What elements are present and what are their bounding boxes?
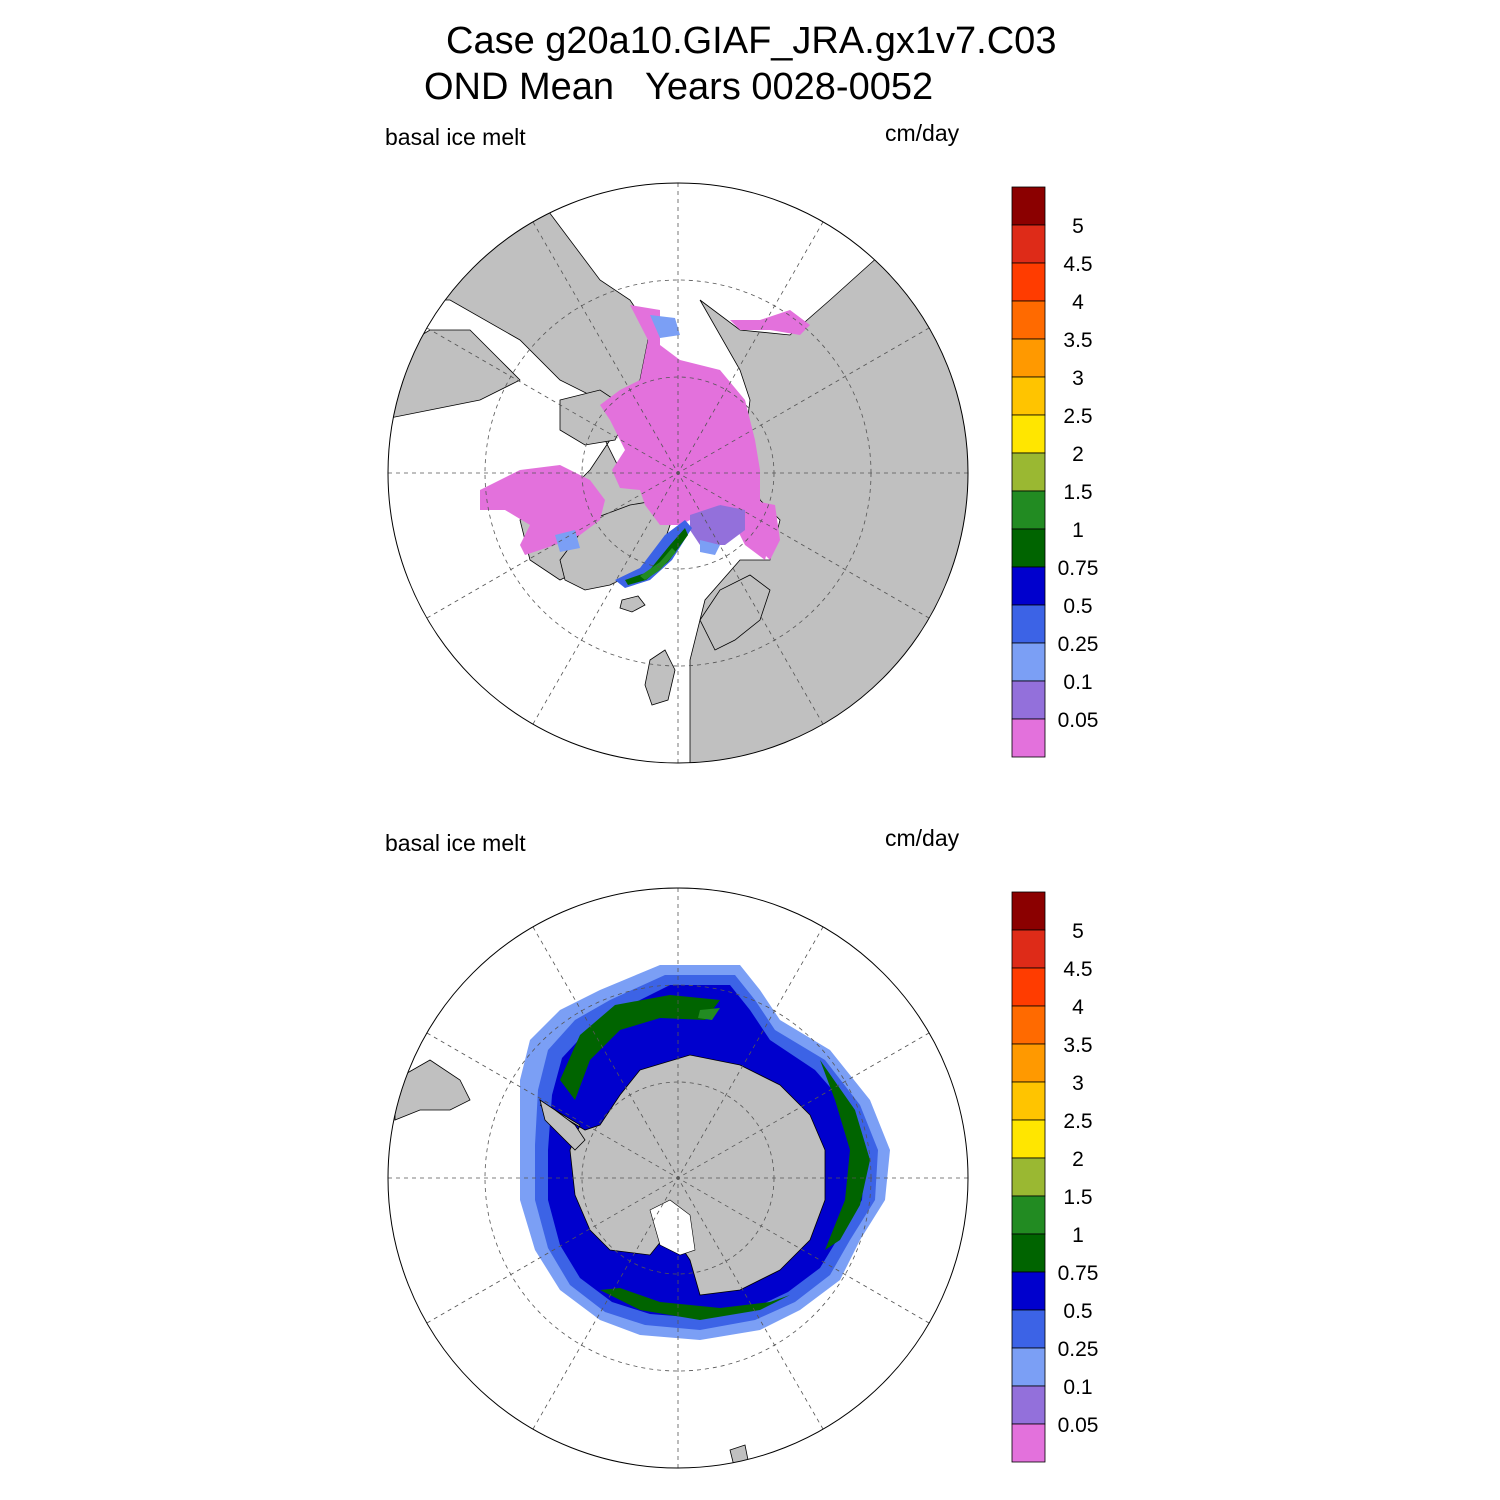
north-polar-map	[387, 182, 969, 764]
south-colorbar-label: 0.05	[1058, 1414, 1099, 1437]
south-colorbar-box	[1011, 1043, 1046, 1083]
north-map-outline	[387, 182, 969, 764]
north-variable-label: basal ice melt	[385, 124, 526, 150]
north-colorbar-box	[1011, 224, 1046, 264]
south-colorbar-label: 4	[1072, 996, 1084, 1019]
south-melt-indian-green	[820, 1060, 870, 1250]
north-colorbar-box	[1011, 376, 1046, 416]
south-land-antarctic-peninsula	[539, 1099, 586, 1151]
south-colorbar-label: 0.75	[1058, 1262, 1099, 1285]
south-colorbar-label: 3	[1072, 1072, 1084, 1095]
north-colorbar: 5 4.5 4 3.5 3 2.5 2 1.5 1 0.75 0.5 0.25 0.1 0.05	[1011, 186, 1099, 758]
south-colorbar-label: 2	[1072, 1148, 1084, 1171]
south-colorbar-box	[1011, 967, 1046, 1007]
south-ross-ice-shelf	[649, 1199, 696, 1256]
south-colorbar-box	[1011, 1119, 1046, 1159]
south-colorbar-label: 0.25	[1058, 1338, 1099, 1361]
north-colorbar-box	[1011, 680, 1046, 720]
north-colorbar-box	[1011, 452, 1046, 492]
title-line-2: OND Mean Years 0028-0052	[424, 66, 934, 108]
north-units-label: cm/day	[885, 120, 960, 146]
north-colorbar-box	[1011, 300, 1046, 340]
south-melt-weddell-green	[600, 1288, 790, 1320]
north-melt-bering	[650, 315, 680, 338]
north-colorbar-box	[1011, 262, 1046, 302]
south-colorbar-box	[1011, 1081, 1046, 1121]
north-melt-east-greenland-green	[625, 528, 688, 585]
south-melt-pacific-green	[560, 995, 720, 1100]
north-melt-okhotsk	[730, 310, 810, 335]
north-colorbar-box	[1011, 718, 1046, 758]
north-colorbar-box	[1011, 566, 1046, 606]
north-colorbar-box	[1011, 186, 1046, 226]
south-colorbar-box	[1011, 1005, 1046, 1045]
north-land-iceland	[619, 595, 646, 613]
north-melt-kara-barents	[750, 500, 780, 560]
north-colorbar-box	[1011, 642, 1046, 682]
south-colorbar-label: 4.5	[1063, 958, 1092, 981]
title-line-1: Case g20a10.GIAF_JRA.gx1v7.C03	[446, 20, 1057, 62]
north-colorbar-box	[1011, 490, 1046, 530]
north-land-alaska	[388, 329, 521, 421]
south-land-south-america	[394, 1059, 471, 1121]
south-colorbar-label: 5	[1072, 920, 1084, 943]
south-colorbar-box	[1011, 1271, 1046, 1311]
south-colorbar-box	[1011, 1233, 1046, 1273]
north-colorbar-label: 3	[1072, 367, 1084, 390]
south-colorbar-label: 0.5	[1063, 1300, 1092, 1323]
south-colorbar-box	[1011, 1309, 1046, 1349]
north-melt-barents-lightblue	[700, 540, 720, 555]
north-colorbar-label: 2	[1072, 443, 1084, 466]
north-colorbar-label: 4.5	[1063, 253, 1092, 276]
south-variable-label: basal ice melt	[385, 830, 526, 856]
north-melt-arctic-ocean	[600, 305, 770, 560]
south-colorbar-box	[1011, 1385, 1046, 1425]
south-colorbar-box	[1011, 929, 1046, 969]
north-melt-east-greenland-bright	[640, 548, 676, 580]
south-colorbar-label: 2.5	[1063, 1110, 1092, 1133]
south-colorbar-box	[1011, 891, 1046, 931]
south-melt-ross-green	[698, 1008, 720, 1020]
south-colorbar-label: 1.5	[1063, 1186, 1092, 1209]
south-map-outline	[387, 887, 969, 1469]
south-colorbar-box	[1011, 1347, 1046, 1387]
north-colorbar-label: 1	[1072, 519, 1084, 542]
north-colorbar-label: 0.75	[1058, 557, 1099, 580]
north-colorbar-box	[1011, 528, 1046, 568]
south-colorbar-label: 3.5	[1063, 1034, 1092, 1057]
north-colorbar-label: 2.5	[1063, 405, 1092, 428]
north-melt-east-greenland-blue	[615, 520, 692, 588]
south-colorbar-box	[1011, 1157, 1046, 1197]
south-colorbar-label: 1	[1072, 1224, 1084, 1247]
north-colorbar-box	[1011, 604, 1046, 644]
north-colorbar-box	[1011, 338, 1046, 378]
south-polar-map	[387, 887, 969, 1469]
south-colorbar-label: 0.1	[1063, 1376, 1092, 1399]
south-colorbar: 5 4.5 4 3.5 3 2.5 2 1.5 1 0.75 0.5 0.25 0.1 0.05	[1011, 891, 1099, 1463]
north-colorbar-label: 4	[1072, 291, 1084, 314]
north-colorbar-label: 1.5	[1063, 481, 1092, 504]
south-graticule	[388, 888, 968, 1468]
north-colorbar-label: 0.1	[1063, 671, 1092, 694]
north-colorbar-label: 0.05	[1058, 709, 1099, 732]
north-colorbar-label: 0.5	[1063, 595, 1092, 618]
north-melt-barents-purple	[690, 505, 745, 545]
north-melt-labrador-blue	[555, 530, 580, 552]
north-land-scandinavia	[699, 574, 771, 651]
north-colorbar-label: 3.5	[1063, 329, 1092, 352]
north-colorbar-label: 0.25	[1058, 633, 1099, 656]
south-colorbar-box	[1011, 1423, 1046, 1463]
south-colorbar-box	[1011, 1195, 1046, 1235]
north-land-british-isles	[644, 649, 676, 706]
north-graticule	[388, 183, 968, 763]
south-units-label: cm/day	[885, 825, 960, 851]
north-colorbar-label: 5	[1072, 215, 1084, 238]
north-colorbar-box	[1011, 414, 1046, 454]
